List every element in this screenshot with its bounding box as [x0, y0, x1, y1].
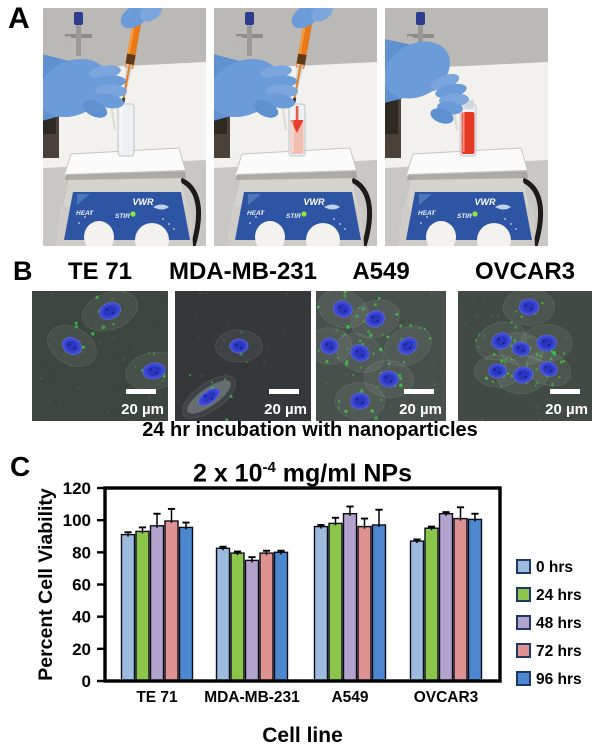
legend-swatch-24hrs [516, 587, 531, 602]
x-axis-title: Cell line [262, 724, 343, 747]
bar-96hrs-A549 [371, 524, 387, 682]
bar-0hrs-OVCAR3 [409, 540, 425, 682]
legend-swatch-72hrs [516, 643, 531, 658]
micrograph-a549: 20 µm [316, 291, 446, 421]
chart-title-exponent: -4 [262, 459, 276, 476]
legend-label: 72 hrs [536, 643, 582, 660]
bar-0hrs-A549 [313, 525, 329, 682]
y-tick-label: 60 [72, 576, 91, 595]
scale-bar-label: 20 µm [545, 401, 588, 418]
legend-label: 48 hrs [536, 615, 582, 632]
stir-label-text: STIR [286, 213, 301, 220]
chart-title-base: 2 x 10 [192, 459, 263, 488]
bar-48hrs-TE71 [149, 525, 165, 682]
legend-swatch-0hrs [516, 559, 531, 574]
panel-a-label: A [8, 2, 30, 35]
scale-bar [126, 389, 156, 394]
y-axis-title: Percent Cell Viability [35, 488, 57, 681]
heat-label-text: HEAT [76, 210, 94, 217]
scale-bar [269, 389, 299, 394]
scale-bar-label: 20 µm [121, 401, 164, 418]
cell-viability-bar-chart: 0 20 40 60 80 100 120 TE 71 MDA-MB-231 A549 OVCAR3… [35, 479, 582, 747]
panel-b-caption: 24 hr incubation with nanoparticles [142, 419, 478, 441]
scale-bar [404, 389, 434, 394]
lab-photo-filling-vial: VWR HEAT STIR [214, 8, 377, 246]
bar-72hrs-A549 [357, 525, 372, 682]
cell-line-label-te71: TE 71 [67, 258, 133, 285]
bar-72hrs-TE71 [164, 520, 179, 682]
stir-label-text: STIR [457, 213, 472, 220]
heat-label-text: HEAT [247, 210, 265, 217]
panel-c-label: C [10, 451, 31, 482]
cell-line-label-ovcar3: OVCAR3 [474, 258, 576, 285]
bar-72hrs-MDA-MB-231 [259, 552, 274, 682]
cell-line-label-a549: A549 [352, 258, 410, 285]
legend-swatch-96hrs [516, 671, 531, 686]
scale-bar-label: 20 µm [399, 401, 442, 418]
vwr-logo-text: VWR [475, 197, 496, 207]
x-tick-label: TE 71 [136, 689, 178, 706]
micrograph-image [32, 291, 168, 421]
y-tick-label: 120 [63, 479, 91, 498]
bar-24hrs-MDA-MB-231 [230, 552, 245, 682]
micrograph-image [316, 291, 446, 421]
bar-96hrs-MDA-MB-231 [273, 551, 289, 682]
panel-b-label: B [13, 256, 33, 286]
micrograph-te71: 20 µm [32, 291, 168, 421]
legend-label: 24 hrs [536, 587, 582, 604]
bar-24hrs-TE71 [135, 530, 150, 682]
cell-line-label-mda: MDA-MB-231 [168, 258, 317, 285]
bar-0hrs-MDA-MB-231 [215, 547, 231, 682]
micrograph-image [175, 291, 311, 421]
y-tick-label: 40 [72, 608, 91, 627]
legend-swatch-48hrs [516, 615, 531, 630]
micrograph-image [458, 291, 592, 421]
chart-title-suffix: mg/ml NPs [275, 459, 412, 488]
legend-label: 0 hrs [536, 559, 573, 576]
bar-48hrs-A549 [342, 513, 358, 682]
y-tick-label: 100 [63, 511, 91, 530]
heat-label-text: HEAT [418, 210, 436, 217]
y-tick-label: 80 [72, 543, 91, 562]
x-tick-label: MDA-MB-231 [204, 689, 300, 706]
bar-48hrs-OVCAR3 [438, 513, 454, 682]
lab-photo-red-vial: VWR HEAT STIR [385, 8, 548, 246]
chart-title: 2 x 10-4 mg/ml NPs [105, 451, 500, 490]
legend-label: 96 hrs [536, 671, 582, 688]
y-tick-label: 0 [82, 672, 91, 691]
bar-48hrs-MDA-MB-231 [244, 559, 260, 682]
vwr-logo-text: VWR [133, 197, 154, 207]
bar-24hrs-OVCAR3 [424, 527, 439, 682]
bar-96hrs-TE71 [178, 526, 194, 682]
scale-bar-label: 20 µm [264, 401, 307, 418]
micrograph-mda: 20 µm [175, 291, 311, 421]
micrograph-ovcar3: 20 µm [458, 291, 592, 421]
vwr-logo-text: VWR [304, 197, 325, 207]
bar-72hrs-OVCAR3 [453, 517, 468, 682]
stir-label-text: STIR [115, 213, 130, 220]
bar-96hrs-OVCAR3 [467, 518, 483, 682]
lab-photo-clear-vial: VWR HEAT STIR [43, 8, 206, 246]
y-tick-label: 20 [72, 640, 91, 659]
scale-bar [550, 389, 580, 394]
bar-0hrs-TE71 [120, 533, 136, 682]
bar-24hrs-A549 [328, 522, 343, 682]
x-tick-label: OVCAR3 [414, 689, 479, 706]
x-tick-label: A549 [331, 689, 368, 706]
